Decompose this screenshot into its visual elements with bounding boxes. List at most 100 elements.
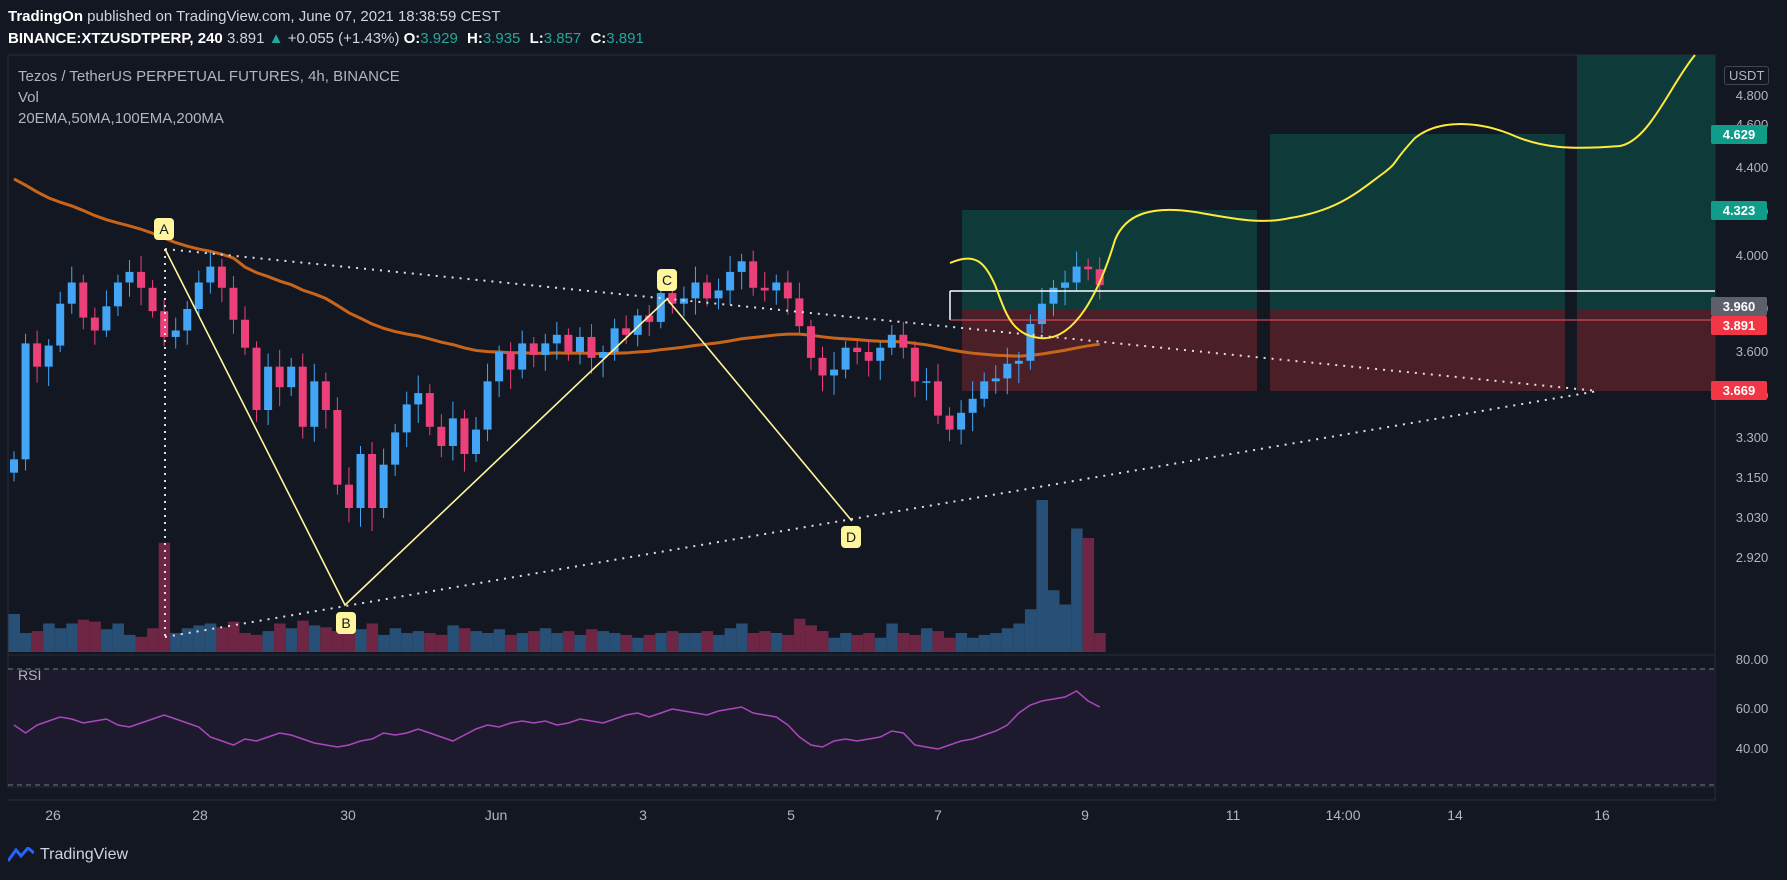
candles[interactable]	[10, 250, 1104, 532]
publisher-name[interactable]: TradingOn	[8, 8, 83, 25]
candle[interactable]	[437, 414, 446, 458]
candle[interactable]	[645, 305, 654, 337]
upper-trendline[interactable]	[164, 248, 1599, 392]
candle[interactable]	[33, 330, 42, 383]
candle[interactable]	[183, 301, 192, 345]
candle[interactable]	[137, 256, 146, 306]
candle[interactable]	[414, 375, 423, 423]
candle[interactable]	[818, 346, 827, 392]
candle[interactable]	[726, 256, 735, 305]
candle[interactable]	[853, 338, 862, 365]
candle[interactable]	[56, 291, 65, 352]
candle[interactable]	[148, 279, 157, 318]
projection-curve[interactable]	[949, 54, 1696, 340]
candle[interactable]	[899, 321, 908, 359]
candle[interactable]	[460, 410, 469, 472]
candle[interactable]	[795, 282, 804, 333]
candle[interactable]	[21, 333, 30, 471]
candle[interactable]	[67, 266, 76, 314]
currency-label[interactable]: USDT	[1724, 66, 1770, 85]
point-c-label[interactable]: C	[657, 269, 677, 291]
profit-zone-3[interactable]	[1577, 55, 1715, 309]
candle[interactable]	[945, 407, 954, 442]
candle[interactable]	[575, 327, 584, 365]
candle[interactable]	[864, 339, 873, 377]
symbol-label[interactable]: BINANCE:XTZUSDTPERP, 240	[8, 30, 223, 47]
candle[interactable]	[922, 368, 931, 401]
candle[interactable]	[599, 345, 608, 378]
candle[interactable]	[229, 275, 238, 334]
candle[interactable]	[749, 250, 758, 296]
candle[interactable]	[298, 353, 307, 439]
candle[interactable]	[217, 258, 226, 303]
candle[interactable]	[529, 336, 538, 368]
candle[interactable]	[980, 372, 989, 408]
candle[interactable]	[356, 446, 365, 527]
candle[interactable]	[472, 417, 480, 462]
candle[interactable]	[806, 319, 815, 371]
candle[interactable]	[483, 363, 492, 442]
loss-zone-3[interactable]	[1577, 309, 1715, 391]
candle[interactable]	[910, 341, 919, 398]
candle[interactable]	[1095, 257, 1104, 300]
candle[interactable]	[79, 274, 88, 330]
candle[interactable]	[448, 401, 457, 461]
candle[interactable]	[991, 365, 1000, 394]
candle[interactable]	[1026, 314, 1035, 370]
candle[interactable]	[44, 339, 53, 387]
candle[interactable]	[1037, 287, 1046, 334]
candle[interactable]	[1003, 347, 1012, 395]
candle[interactable]	[518, 330, 527, 379]
candle[interactable]	[206, 251, 215, 294]
candle[interactable]	[264, 353, 273, 426]
candle[interactable]	[425, 384, 434, 436]
candle[interactable]	[934, 363, 942, 424]
profit-zone-2[interactable]	[1270, 134, 1565, 309]
candle[interactable]	[113, 274, 122, 316]
candle[interactable]	[287, 357, 296, 396]
candle[interactable]	[714, 278, 723, 310]
candle[interactable]	[1014, 352, 1023, 384]
point-b-label[interactable]: B	[336, 612, 356, 634]
candle[interactable]	[957, 400, 966, 445]
candle[interactable]	[622, 315, 631, 344]
candle[interactable]	[310, 363, 319, 442]
candle[interactable]	[1049, 279, 1058, 317]
candle[interactable]	[564, 328, 573, 361]
candle[interactable]	[587, 324, 596, 374]
candle[interactable]	[691, 266, 700, 315]
candle[interactable]	[333, 397, 342, 495]
candle[interactable]	[1061, 270, 1070, 306]
candle[interactable]	[252, 341, 261, 422]
footer-brand[interactable]: TradingView	[8, 846, 128, 864]
abcd-pattern[interactable]	[164, 248, 853, 607]
candle[interactable]	[783, 270, 792, 315]
candle[interactable]	[275, 349, 284, 407]
loss-zone-1[interactable]	[962, 309, 1257, 391]
point-a-label[interactable]: A	[154, 218, 174, 240]
candle[interactable]	[171, 317, 180, 349]
candle[interactable]	[90, 307, 99, 345]
candle[interactable]	[402, 391, 411, 448]
candle[interactable]	[160, 299, 169, 346]
candle[interactable]	[379, 448, 388, 518]
loss-zone-2[interactable]	[1270, 309, 1565, 391]
candle[interactable]	[102, 290, 111, 337]
candle[interactable]	[1084, 258, 1093, 281]
candle[interactable]	[194, 270, 203, 316]
candle[interactable]	[968, 381, 977, 432]
point-d-label[interactable]: D	[841, 526, 861, 548]
candle[interactable]	[541, 333, 550, 371]
candle[interactable]	[241, 306, 249, 355]
candle[interactable]	[552, 321, 561, 360]
candle[interactable]	[610, 318, 619, 361]
candle[interactable]	[887, 325, 896, 355]
candle[interactable]	[321, 372, 330, 429]
candle[interactable]	[368, 442, 377, 532]
candle[interactable]	[125, 259, 134, 297]
candle[interactable]	[391, 424, 400, 476]
candle[interactable]	[830, 352, 839, 395]
candle[interactable]	[841, 341, 850, 379]
candle[interactable]	[876, 341, 885, 381]
